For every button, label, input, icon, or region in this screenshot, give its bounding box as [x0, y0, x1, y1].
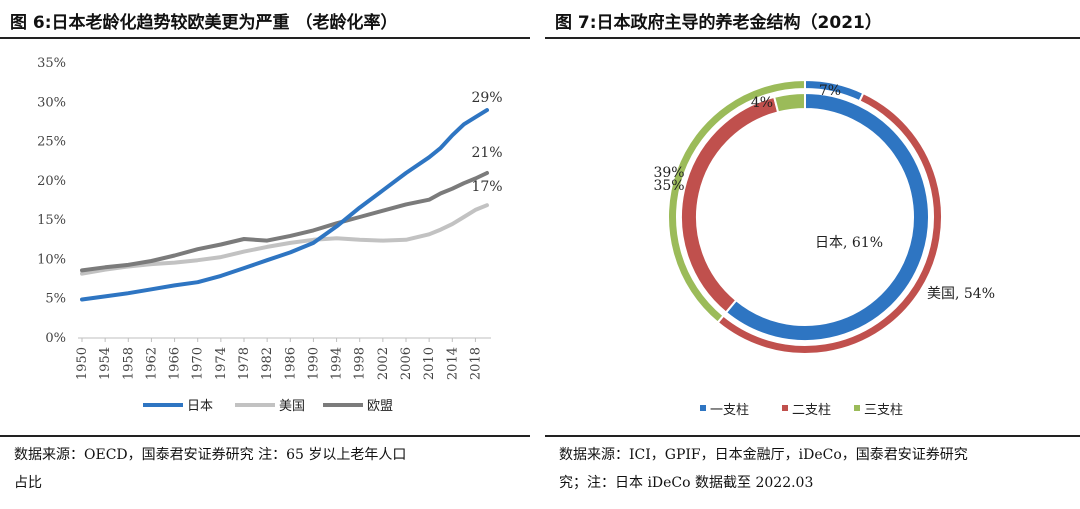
legend-label: 一支柱	[710, 403, 749, 418]
legend-swatch	[854, 405, 860, 411]
x-tick-label: 1990	[306, 347, 321, 380]
donut-slice-日本-二支柱	[679, 95, 780, 314]
slice-label: 美国, 54%	[927, 286, 995, 302]
x-tick-label: 1966	[168, 347, 183, 380]
y-tick-label: 0%	[45, 331, 66, 346]
y-tick-label: 5%	[45, 292, 66, 307]
y-tick-label: 30%	[37, 95, 66, 110]
x-tick-label: 1974	[214, 347, 229, 380]
slice-label: 日本, 61%	[815, 235, 883, 251]
x-tick-label: 2010	[422, 347, 437, 380]
right-chart-title: 图 7:日本政府主导的养老金结构（2021）	[555, 13, 882, 33]
left-source-line-2: 占比	[14, 475, 42, 491]
legend-swatch	[700, 405, 706, 411]
donut-slice-美国-三支柱	[667, 78, 806, 324]
legend-label: 欧盟	[367, 399, 393, 414]
right-title-rule	[545, 37, 1080, 39]
left-source-line-1: 数据来源：OECD，国泰君安证券研究 注：65 岁以上老年人口	[14, 447, 407, 463]
x-tick-label: 1970	[191, 347, 206, 380]
y-tick-label: 10%	[37, 252, 66, 267]
x-tick-label: 1958	[121, 347, 136, 380]
end-value-label: 21%	[471, 145, 502, 161]
slice-label: 35%	[653, 178, 684, 194]
end-value-label: 29%	[471, 90, 502, 106]
right-source-line-1: 数据来源：ICI，GPIF，日本金融厅，iDeCo，国泰君安证券研究	[559, 447, 968, 463]
x-tick-label: 1998	[353, 347, 368, 380]
y-tick-label: 20%	[37, 174, 66, 189]
y-tick-label: 35%	[37, 56, 66, 71]
slice-label: 4%	[751, 95, 773, 111]
legend-swatch	[782, 405, 788, 411]
left-chart-title: 图 6:日本老龄化趋势较欧美更为严重 （老龄化率）	[10, 13, 398, 33]
left-source-rule	[0, 435, 530, 437]
x-tick-label: 1954	[98, 347, 113, 380]
x-tick-label: 1994	[330, 347, 345, 380]
end-value-label: 17%	[471, 179, 502, 195]
x-tick-label: 1982	[260, 347, 275, 380]
y-tick-label: 15%	[37, 213, 66, 228]
right-source-rule	[545, 435, 1080, 437]
legend-label: 日本	[187, 399, 213, 414]
series-line-欧盟	[80, 171, 489, 273]
x-tick-label: 2002	[376, 347, 391, 380]
left-chart-panel: 图 6:日本老龄化趋势较欧美更为严重 （老龄化率） 0% 5% 10% 15% 20% 2…	[0, 0, 530, 509]
x-tick-label: 2014	[445, 347, 460, 380]
x-tick-label: 1986	[283, 347, 298, 380]
legend-label: 三支柱	[864, 403, 903, 418]
x-tick-label: 1962	[144, 347, 159, 380]
series-line-日本	[80, 108, 489, 302]
pension-structure-donut-chart: 日本, 61% 35% 4% 7% 美国, 54% 39% 一支柱 二支柱 三支柱	[653, 78, 995, 418]
series-line-美国	[80, 203, 489, 276]
right-source-line-2: 究；注：日本 iDeCo 数据截至 2022.03	[559, 475, 814, 491]
left-title-rule	[0, 37, 530, 39]
slice-label: 39%	[653, 165, 684, 181]
aging-rate-line-chart: 0% 5% 10% 15% 20% 25% 30% 35% 1950 1954 1958 1962 19…	[37, 56, 502, 414]
donut-slice-日本-三支柱	[772, 91, 806, 114]
legend-label: 美国	[279, 399, 305, 414]
legend-label: 二支柱	[792, 403, 831, 418]
x-tick-label: 1978	[237, 347, 252, 380]
x-tick-label: 2018	[468, 347, 483, 380]
x-tick-label: 2006	[399, 347, 414, 380]
right-chart-panel: 图 7:日本政府主导的养老金结构（2021） 日本, 61% 35% 4% 7% 美国,…	[545, 0, 1080, 509]
slice-label: 7%	[819, 83, 841, 99]
x-tick-label: 1950	[75, 347, 90, 380]
y-tick-label: 25%	[37, 135, 66, 150]
